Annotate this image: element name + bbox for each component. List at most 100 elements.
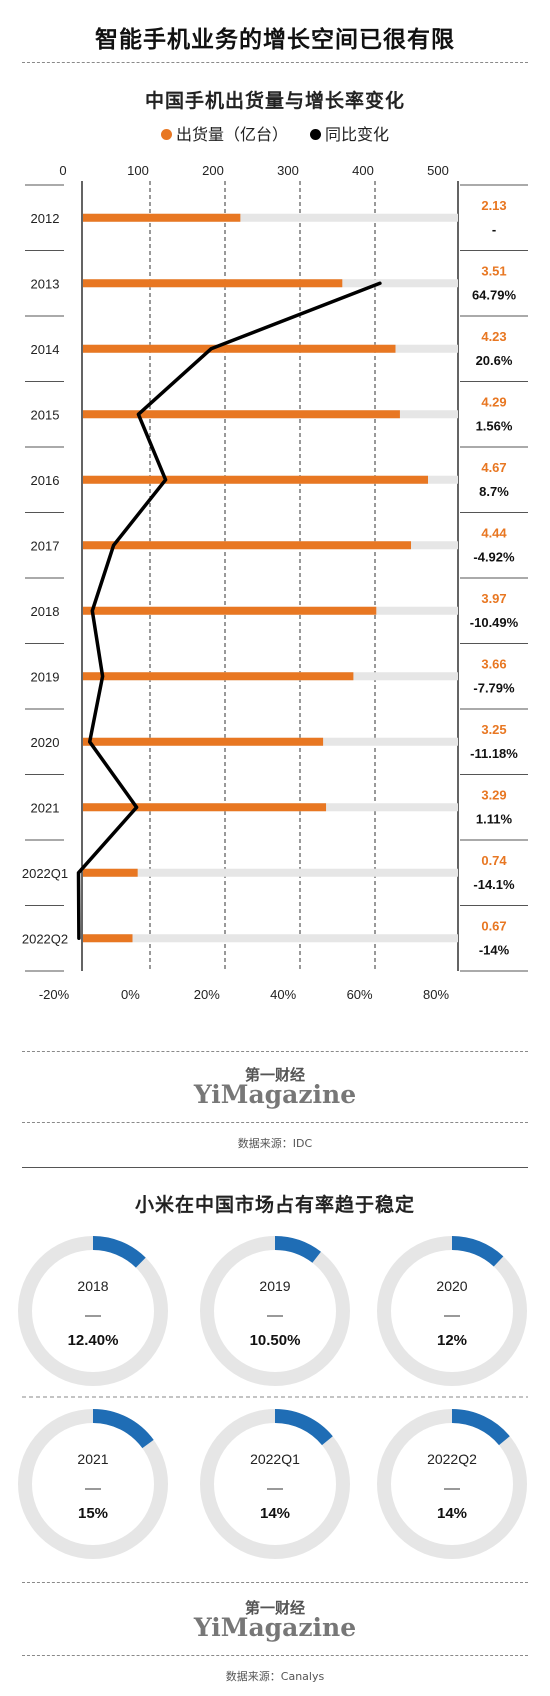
donut-share-arc <box>451 1409 510 1446</box>
donut-value-label: 15% <box>78 1505 108 1522</box>
bottom-tick-label: 60% <box>347 987 373 1002</box>
bottom-tick-label: -20% <box>39 987 70 1002</box>
category-label: 2012 <box>31 211 60 226</box>
shipment-bar <box>83 213 241 222</box>
yoy-value-label: -7.79% <box>473 680 515 695</box>
shipment-value-label: 3.51 <box>481 263 506 278</box>
category-label: 2015 <box>31 407 60 422</box>
yoy-value-label: -10.49% <box>470 615 519 630</box>
top-tick-label: 500 <box>427 163 449 178</box>
brand-cn: 第一财经 <box>244 1066 305 1084</box>
divider <box>22 1655 528 1656</box>
bar-track <box>83 868 458 877</box>
yoy-value-label: 64.79% <box>472 287 517 302</box>
donut-track <box>200 1236 350 1386</box>
shipment-value-label: 3.25 <box>481 722 506 737</box>
shipment-bar <box>83 410 400 419</box>
donut-year-label: 2019 <box>259 1278 290 1294</box>
shipment-bar <box>83 606 377 615</box>
brand-logo: YiMagazine <box>193 1613 357 1642</box>
shipment-bar <box>83 344 396 353</box>
donut-value-label: 12% <box>437 1332 467 1349</box>
donut-track <box>377 1236 527 1386</box>
shipment-bar <box>83 475 428 484</box>
yoy-value-label: 1.56% <box>476 418 513 433</box>
chart1-legend: 出货量（亿台） 同比变化 <box>0 121 550 145</box>
bottom-tick-label: 20% <box>194 987 220 1002</box>
donut-year-label: 2020 <box>436 1278 467 1294</box>
category-label: 2020 <box>31 735 60 750</box>
chart2-title: 小米在中国市场占有率趋于稳定 <box>134 1194 415 1216</box>
top-tick-label: 0 <box>59 163 66 178</box>
page-title: 智能手机业务的增长空间已很有限 <box>95 27 455 53</box>
black-dot-icon <box>310 129 321 140</box>
yoy-value-label: -14.1% <box>473 877 515 892</box>
category-label: 2014 <box>31 342 60 357</box>
legend-item-shipments: 出货量（亿台） <box>160 121 288 145</box>
market-share-chart: 2018 12.40% 2019 10.50% 2020 12% 2021 15% 2022Q1… <box>18 1236 528 1559</box>
share-donut: 2022Q1 14% <box>200 1409 350 1559</box>
shipment-bar <box>83 934 133 943</box>
share-donut: 2022Q2 14% <box>377 1409 527 1559</box>
donut-year-label: 2018 <box>77 1278 108 1294</box>
shipment-chart: 0 100 200 300 400 500 2012 2.13 - 2013 3.51 64.79% 2… <box>22 163 528 1002</box>
section-divider <box>22 1167 528 1168</box>
shipment-value-label: 2.13 <box>481 198 506 213</box>
divider <box>22 1582 528 1583</box>
donut-year-label: 2021 <box>77 1451 108 1467</box>
donut-value-label: 12.40% <box>68 1332 119 1349</box>
shipment-value-label: 4.23 <box>481 329 506 344</box>
divider <box>22 1051 528 1052</box>
legend-label-shipments: 出货量（亿台） <box>175 125 288 144</box>
top-tick-label: 100 <box>127 163 149 178</box>
brand-logo: YiMagazine <box>193 1080 357 1109</box>
shipment-value-label: 4.67 <box>481 460 506 475</box>
shipment-value-label: 4.29 <box>481 394 506 409</box>
share-donut: 2021 15% <box>18 1409 168 1559</box>
shipment-value-label: 4.44 <box>481 525 507 540</box>
donut-year-label: 2022Q2 <box>427 1451 477 1467</box>
yoy-value-label: 1.11% <box>476 811 513 826</box>
category-label: 2022Q2 <box>22 931 68 946</box>
top-tick-label: 200 <box>202 163 224 178</box>
yoy-line <box>76 281 382 941</box>
legend-item-yoy: 同比变化 <box>310 121 389 145</box>
yoy-value-label: -4.92% <box>473 549 515 564</box>
yoy-value-label: -11.18% <box>470 746 518 761</box>
bottom-tick-label: 80% <box>423 987 449 1002</box>
yoy-value-label: 8.7% <box>479 484 509 499</box>
top-tick-label: 400 <box>352 163 374 178</box>
shipment-value-label: 3.97 <box>481 591 506 606</box>
shipment-value-label: 0.74 <box>481 853 507 868</box>
category-label: 2013 <box>31 276 60 291</box>
donut-value-label: 14% <box>437 1505 467 1522</box>
legend-label-yoy: 同比变化 <box>325 125 390 144</box>
bottom-tick-label: 40% <box>270 987 296 1002</box>
source-canalys: 数据来源：Canalys <box>225 1670 325 1683</box>
category-label: 2017 <box>31 538 60 553</box>
donut-share-arc <box>274 1409 333 1446</box>
yoy-value-label: -14% <box>479 942 510 957</box>
donut-value-label: 14% <box>260 1505 290 1522</box>
chart1-title: 中国手机出货量与增长率变化 <box>144 90 405 112</box>
category-label: 2018 <box>31 604 60 619</box>
donut-value-label: 10.50% <box>250 1332 301 1349</box>
category-label: 2021 <box>31 800 60 815</box>
yoy-value-label: 20.6% <box>476 353 513 368</box>
shipment-bar <box>83 541 412 550</box>
bar-track <box>83 934 458 943</box>
shipment-bar <box>83 279 343 288</box>
brand-cn: 第一财经 <box>244 1599 305 1617</box>
donut-year-label: 2022Q1 <box>250 1451 300 1467</box>
donut-share-arc <box>451 1236 504 1267</box>
shipment-bar <box>83 803 327 812</box>
shipment-bar <box>83 868 138 877</box>
divider <box>22 1122 528 1123</box>
divider <box>22 62 528 63</box>
shipment-value-label: 0.67 <box>481 918 506 933</box>
donut-track <box>18 1236 168 1386</box>
shipment-bar <box>83 672 354 681</box>
top-tick-label: 300 <box>277 163 299 178</box>
share-donut: 2019 10.50% <box>200 1236 350 1386</box>
share-donut: 2020 12% <box>377 1236 527 1386</box>
